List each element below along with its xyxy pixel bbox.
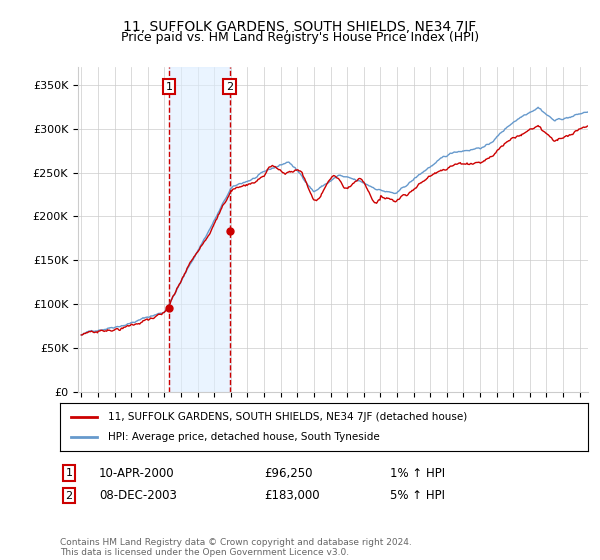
Bar: [169, 67, 230, 392]
Text: 1: 1: [166, 82, 172, 91]
Text: Contains HM Land Registry data © Crown copyright and database right 2024.
This d: Contains HM Land Registry data © Crown c…: [60, 538, 412, 557]
Text: Price paid vs. HM Land Registry's House Price Index (HPI): Price paid vs. HM Land Registry's House …: [121, 31, 479, 44]
Text: 2: 2: [65, 491, 73, 501]
Text: 11, SUFFOLK GARDENS, SOUTH SHIELDS, NE34 7JF (detached house): 11, SUFFOLK GARDENS, SOUTH SHIELDS, NE34…: [107, 412, 467, 422]
Text: HPI: Average price, detached house, South Tyneside: HPI: Average price, detached house, Sout…: [107, 432, 379, 442]
Text: 1: 1: [65, 468, 73, 478]
Text: £96,250: £96,250: [264, 466, 313, 480]
Text: 10-APR-2000: 10-APR-2000: [99, 466, 175, 480]
Text: 08-DEC-2003: 08-DEC-2003: [99, 489, 177, 502]
Text: 2: 2: [226, 82, 233, 91]
Text: 1% ↑ HPI: 1% ↑ HPI: [390, 466, 445, 480]
Text: 5% ↑ HPI: 5% ↑ HPI: [390, 489, 445, 502]
Text: 11, SUFFOLK GARDENS, SOUTH SHIELDS, NE34 7JF: 11, SUFFOLK GARDENS, SOUTH SHIELDS, NE34…: [124, 20, 476, 34]
Text: £183,000: £183,000: [264, 489, 320, 502]
